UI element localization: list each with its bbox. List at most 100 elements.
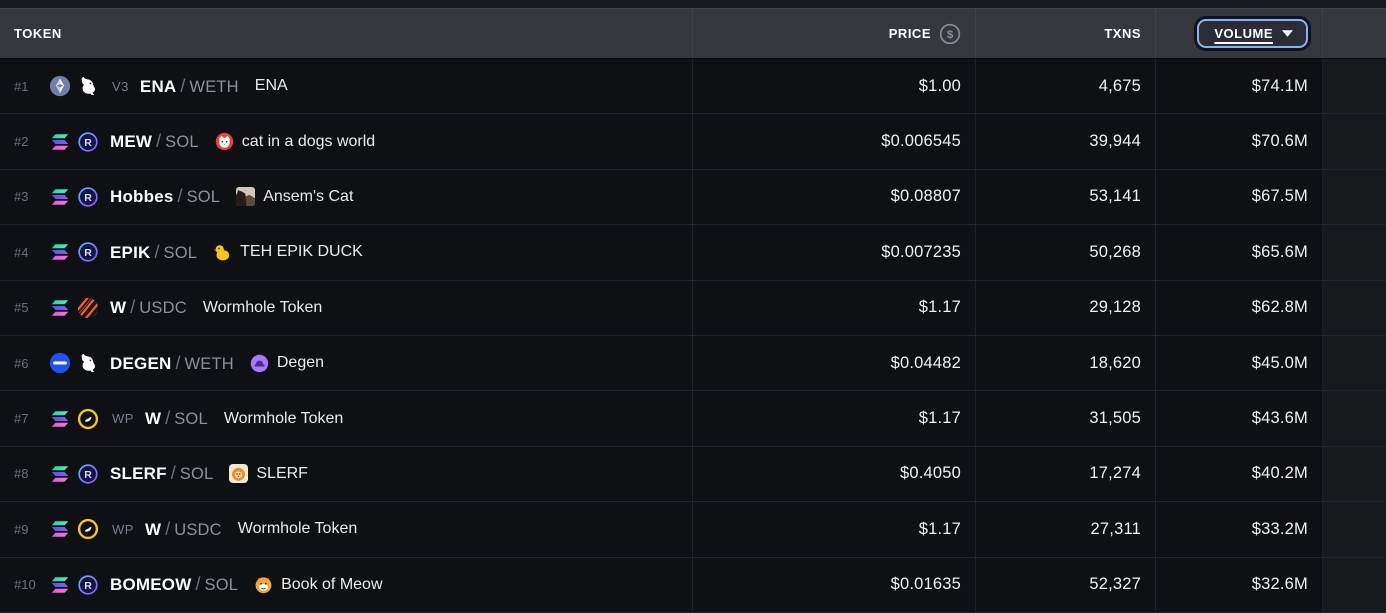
svg-text:R: R	[84, 136, 92, 148]
dex-icon	[77, 352, 99, 374]
rank-label: #7	[14, 411, 29, 427]
token-name: TEH EPIK DUCK	[240, 243, 363, 261]
token-row[interactable]: #6 DEGEN / WETH Degen $0.04482 18,620 $4…	[0, 335, 1386, 392]
price-cell: $1.17	[692, 280, 975, 335]
txns-column-label: TXNS	[1104, 26, 1141, 41]
dex-icon: R	[77, 463, 99, 485]
rank-label: #8	[14, 466, 29, 482]
price-value: $0.4050	[899, 464, 961, 483]
txns-value: 17,274	[1089, 464, 1141, 483]
token-row[interactable]: #2 R MEW / SOL cat in a dogs world $0.00…	[0, 114, 1386, 170]
txns-cell: 27,311	[975, 502, 1155, 557]
price-cell: $0.01635	[692, 557, 975, 612]
token-name-group: Wormhole Token	[238, 520, 357, 538]
base-token-symbol: MEW	[110, 132, 153, 152]
pair-separator: /	[165, 518, 171, 539]
column-header-price[interactable]: PRICE $	[692, 9, 975, 58]
quote-token-symbol: SOL	[186, 188, 221, 207]
svg-text:$: $	[947, 29, 954, 41]
token-name-group: Degen	[250, 354, 324, 373]
txns-value: 39,944	[1089, 132, 1141, 151]
txns-value: 31,505	[1089, 409, 1141, 428]
quote-token-symbol: USDC	[139, 299, 187, 318]
token-name-group: Ansem's Cat	[236, 187, 353, 207]
base-token-symbol: SLERF	[110, 464, 167, 484]
price-cell: $0.04482	[692, 335, 975, 391]
row-filler	[1322, 225, 1386, 280]
txns-value: 27,311	[1090, 519, 1141, 538]
volume-cell: $45.0M	[1155, 335, 1322, 391]
token-cell: #4 R EPIK / SOL TEH EPIK DUCK	[0, 225, 692, 279]
chain-icon	[49, 518, 71, 540]
token-row[interactable]: #3 R Hobbes / SOL Ansem's Cat $0.08807 5…	[0, 169, 1386, 226]
token-row[interactable]: #4 R EPIK / SOL TEH EPIK DUCK $0.007235 …	[0, 225, 1386, 281]
base-token-symbol: W	[110, 298, 127, 318]
pool-version-label: V3	[112, 78, 129, 94]
volume-sort-button[interactable]: VOLUME	[1197, 19, 1308, 48]
token-logo-icon	[229, 464, 249, 484]
pool-version-label: WP	[112, 411, 134, 427]
dex-icon	[77, 75, 99, 97]
row-filler	[1322, 169, 1386, 225]
dex-icon	[77, 297, 99, 319]
dex-icon: R	[77, 574, 99, 596]
pair-separator: /	[195, 574, 201, 595]
token-logo-icon	[215, 132, 234, 151]
token-name: SLERF	[256, 464, 308, 482]
volume-value: $70.6M	[1251, 132, 1308, 151]
txns-cell: 4,675	[975, 59, 1155, 114]
chain-icon	[49, 463, 71, 485]
volume-value: $62.8M	[1251, 298, 1308, 317]
price-cell: $0.08807	[692, 169, 975, 225]
token-row[interactable]: #8 R SLERF / SOL SLERF $0.4050 17,274 $4…	[0, 446, 1386, 503]
token-cell: #3 R Hobbes / SOL Ansem's Cat	[0, 170, 692, 224]
pair-separator: /	[175, 352, 181, 373]
token-name-group: SLERF	[229, 464, 308, 484]
volume-value: $40.2M	[1251, 464, 1308, 483]
volume-value: $33.2M	[1251, 519, 1308, 538]
pair-symbols: W / SOL	[145, 408, 208, 429]
pair-symbols: W / USDC	[145, 519, 222, 540]
volume-value: $67.5M	[1251, 187, 1308, 206]
txns-value: 4,675	[1098, 76, 1141, 95]
chain-icon	[49, 297, 71, 319]
dex-icon	[77, 518, 99, 540]
token-row[interactable]: #9 WP W / USDC Wormhole Token $1.17 27,3…	[0, 502, 1386, 558]
price-cell: $1.17	[692, 391, 975, 446]
token-name: Degen	[276, 354, 325, 372]
token-logo-icon	[250, 354, 269, 373]
price-value: $1.17	[918, 298, 961, 317]
rank-label: #4	[14, 244, 29, 260]
token-row[interactable]: #7 WP W / SOL Wormhole Token $1.17 31,50…	[0, 391, 1386, 447]
price-cell: $1.17	[692, 502, 975, 557]
chain-icon	[49, 408, 71, 430]
txns-cell: 39,944	[975, 114, 1155, 169]
token-logo-icon	[236, 187, 256, 207]
token-name-group: Wormhole Token	[203, 299, 322, 317]
volume-cell: $43.6M	[1155, 391, 1322, 446]
token-row[interactable]: #10 R BOMEOW / SOL Book of Meow $0.01635…	[0, 557, 1386, 613]
token-cell: #9 WP W / USDC Wormhole Token	[0, 502, 692, 556]
txns-cell: 52,327	[975, 557, 1155, 612]
txns-value: 18,620	[1089, 353, 1141, 372]
token-name: Wormhole Token	[237, 520, 358, 538]
dex-icon: R	[77, 241, 99, 263]
token-row[interactable]: #5 W / USDC Wormhole Token $1.17 29,128 …	[0, 280, 1386, 336]
column-header-txns[interactable]: TXNS	[975, 9, 1155, 58]
price-value: $0.08807	[890, 187, 961, 206]
quote-token-symbol: WETH	[184, 354, 234, 373]
base-token-symbol: Hobbes	[110, 187, 174, 207]
txns-value: 53,141	[1089, 187, 1141, 206]
chain-icon	[49, 352, 71, 374]
price-value: $1.17	[918, 519, 961, 538]
price-value: $1.00	[918, 76, 961, 95]
base-token-symbol: W	[144, 519, 162, 539]
rank-label: #2	[14, 134, 29, 150]
volume-value: $32.6M	[1251, 575, 1308, 594]
token-row[interactable]: #1 V3 ENA / WETH ENA $1.00 4,675 $74.1M	[0, 59, 1386, 115]
token-name: Wormhole Token	[202, 298, 323, 316]
chain-icon	[49, 75, 71, 97]
token-name-group: ENA	[255, 77, 288, 95]
token-cell: #5 W / USDC Wormhole Token	[0, 281, 692, 335]
price-cell: $0.4050	[692, 446, 975, 502]
